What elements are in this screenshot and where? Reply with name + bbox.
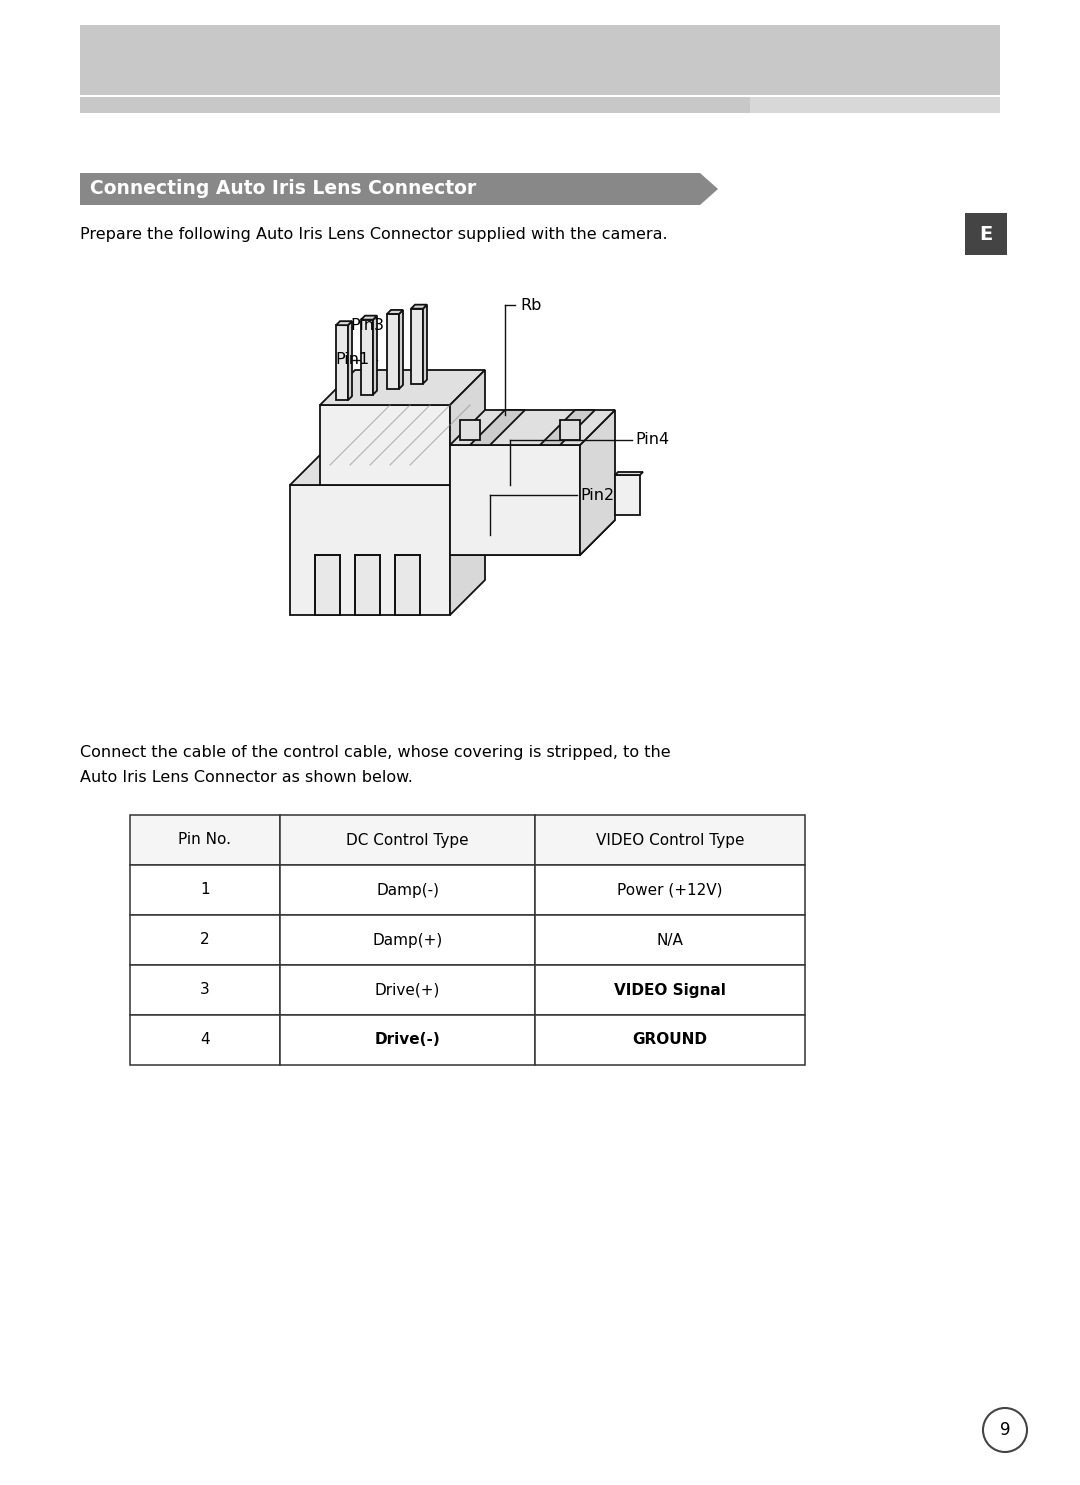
Bar xyxy=(535,965,805,1016)
Bar xyxy=(280,815,535,864)
Polygon shape xyxy=(320,370,485,405)
Polygon shape xyxy=(373,316,377,395)
Text: DC Control Type: DC Control Type xyxy=(347,833,469,848)
Polygon shape xyxy=(470,410,525,445)
Bar xyxy=(280,965,535,1016)
Bar xyxy=(280,1016,535,1065)
Text: Pin1: Pin1 xyxy=(335,352,369,367)
Bar xyxy=(130,915,280,965)
Bar xyxy=(80,97,750,113)
Polygon shape xyxy=(291,486,450,615)
Text: VIDEO Signal: VIDEO Signal xyxy=(615,983,726,998)
Polygon shape xyxy=(460,420,480,440)
Polygon shape xyxy=(291,450,485,486)
Text: Auto Iris Lens Connector as shown below.: Auto Iris Lens Connector as shown below. xyxy=(80,771,413,786)
Bar xyxy=(280,915,535,965)
Text: 9: 9 xyxy=(1000,1421,1010,1439)
Polygon shape xyxy=(450,450,485,615)
Text: 4: 4 xyxy=(200,1032,210,1047)
Polygon shape xyxy=(411,309,423,383)
Polygon shape xyxy=(423,304,427,383)
Text: Pin2: Pin2 xyxy=(580,487,615,502)
Polygon shape xyxy=(615,475,640,515)
Polygon shape xyxy=(320,405,450,486)
Text: Damp(-): Damp(-) xyxy=(376,882,438,897)
Polygon shape xyxy=(348,321,352,399)
Text: 2: 2 xyxy=(200,933,210,947)
Polygon shape xyxy=(355,555,380,615)
Text: Prepare the following Auto Iris Lens Connector supplied with the camera.: Prepare the following Auto Iris Lens Con… xyxy=(80,227,667,242)
Text: Drive(-): Drive(-) xyxy=(375,1032,441,1047)
Text: 3: 3 xyxy=(200,983,210,998)
Polygon shape xyxy=(399,310,403,389)
Circle shape xyxy=(983,1408,1027,1452)
Polygon shape xyxy=(80,172,718,205)
Polygon shape xyxy=(336,321,352,325)
Polygon shape xyxy=(395,555,420,615)
Bar xyxy=(966,212,1007,255)
Text: Power (+12V): Power (+12V) xyxy=(618,882,723,897)
Text: Rb: Rb xyxy=(519,297,541,312)
Polygon shape xyxy=(580,410,615,555)
Text: Drive(+): Drive(+) xyxy=(375,983,441,998)
Polygon shape xyxy=(540,410,595,445)
Bar xyxy=(130,864,280,915)
Bar xyxy=(535,915,805,965)
Text: Connecting Auto Iris Lens Connector: Connecting Auto Iris Lens Connector xyxy=(90,180,476,199)
Text: VIDEO Control Type: VIDEO Control Type xyxy=(596,833,744,848)
Polygon shape xyxy=(361,319,373,395)
Bar xyxy=(80,25,1000,95)
Bar xyxy=(535,815,805,864)
Bar xyxy=(535,864,805,915)
Bar xyxy=(130,965,280,1016)
Polygon shape xyxy=(445,446,485,454)
Polygon shape xyxy=(336,325,348,399)
Polygon shape xyxy=(450,446,580,555)
Bar xyxy=(280,864,535,915)
Bar xyxy=(130,1016,280,1065)
Text: E: E xyxy=(980,224,993,244)
Text: GROUND: GROUND xyxy=(633,1032,707,1047)
Polygon shape xyxy=(450,410,615,445)
Text: Pin No.: Pin No. xyxy=(178,833,231,848)
Polygon shape xyxy=(561,420,580,440)
Polygon shape xyxy=(315,555,340,615)
Bar xyxy=(750,97,1000,113)
Polygon shape xyxy=(387,310,403,313)
Bar xyxy=(535,1016,805,1065)
Bar xyxy=(130,815,280,864)
Polygon shape xyxy=(361,316,377,319)
Text: Connect the cable of the control cable, whose covering is stripped, to the: Connect the cable of the control cable, … xyxy=(80,745,671,760)
Text: Damp(+): Damp(+) xyxy=(373,933,443,947)
Polygon shape xyxy=(411,304,427,309)
Text: N/A: N/A xyxy=(657,933,684,947)
Polygon shape xyxy=(615,472,643,475)
Text: Pin3: Pin3 xyxy=(350,318,384,333)
Polygon shape xyxy=(450,370,485,486)
Polygon shape xyxy=(387,313,399,389)
Polygon shape xyxy=(450,520,615,555)
Text: Pin4: Pin4 xyxy=(635,432,670,447)
Text: 1: 1 xyxy=(200,882,210,897)
